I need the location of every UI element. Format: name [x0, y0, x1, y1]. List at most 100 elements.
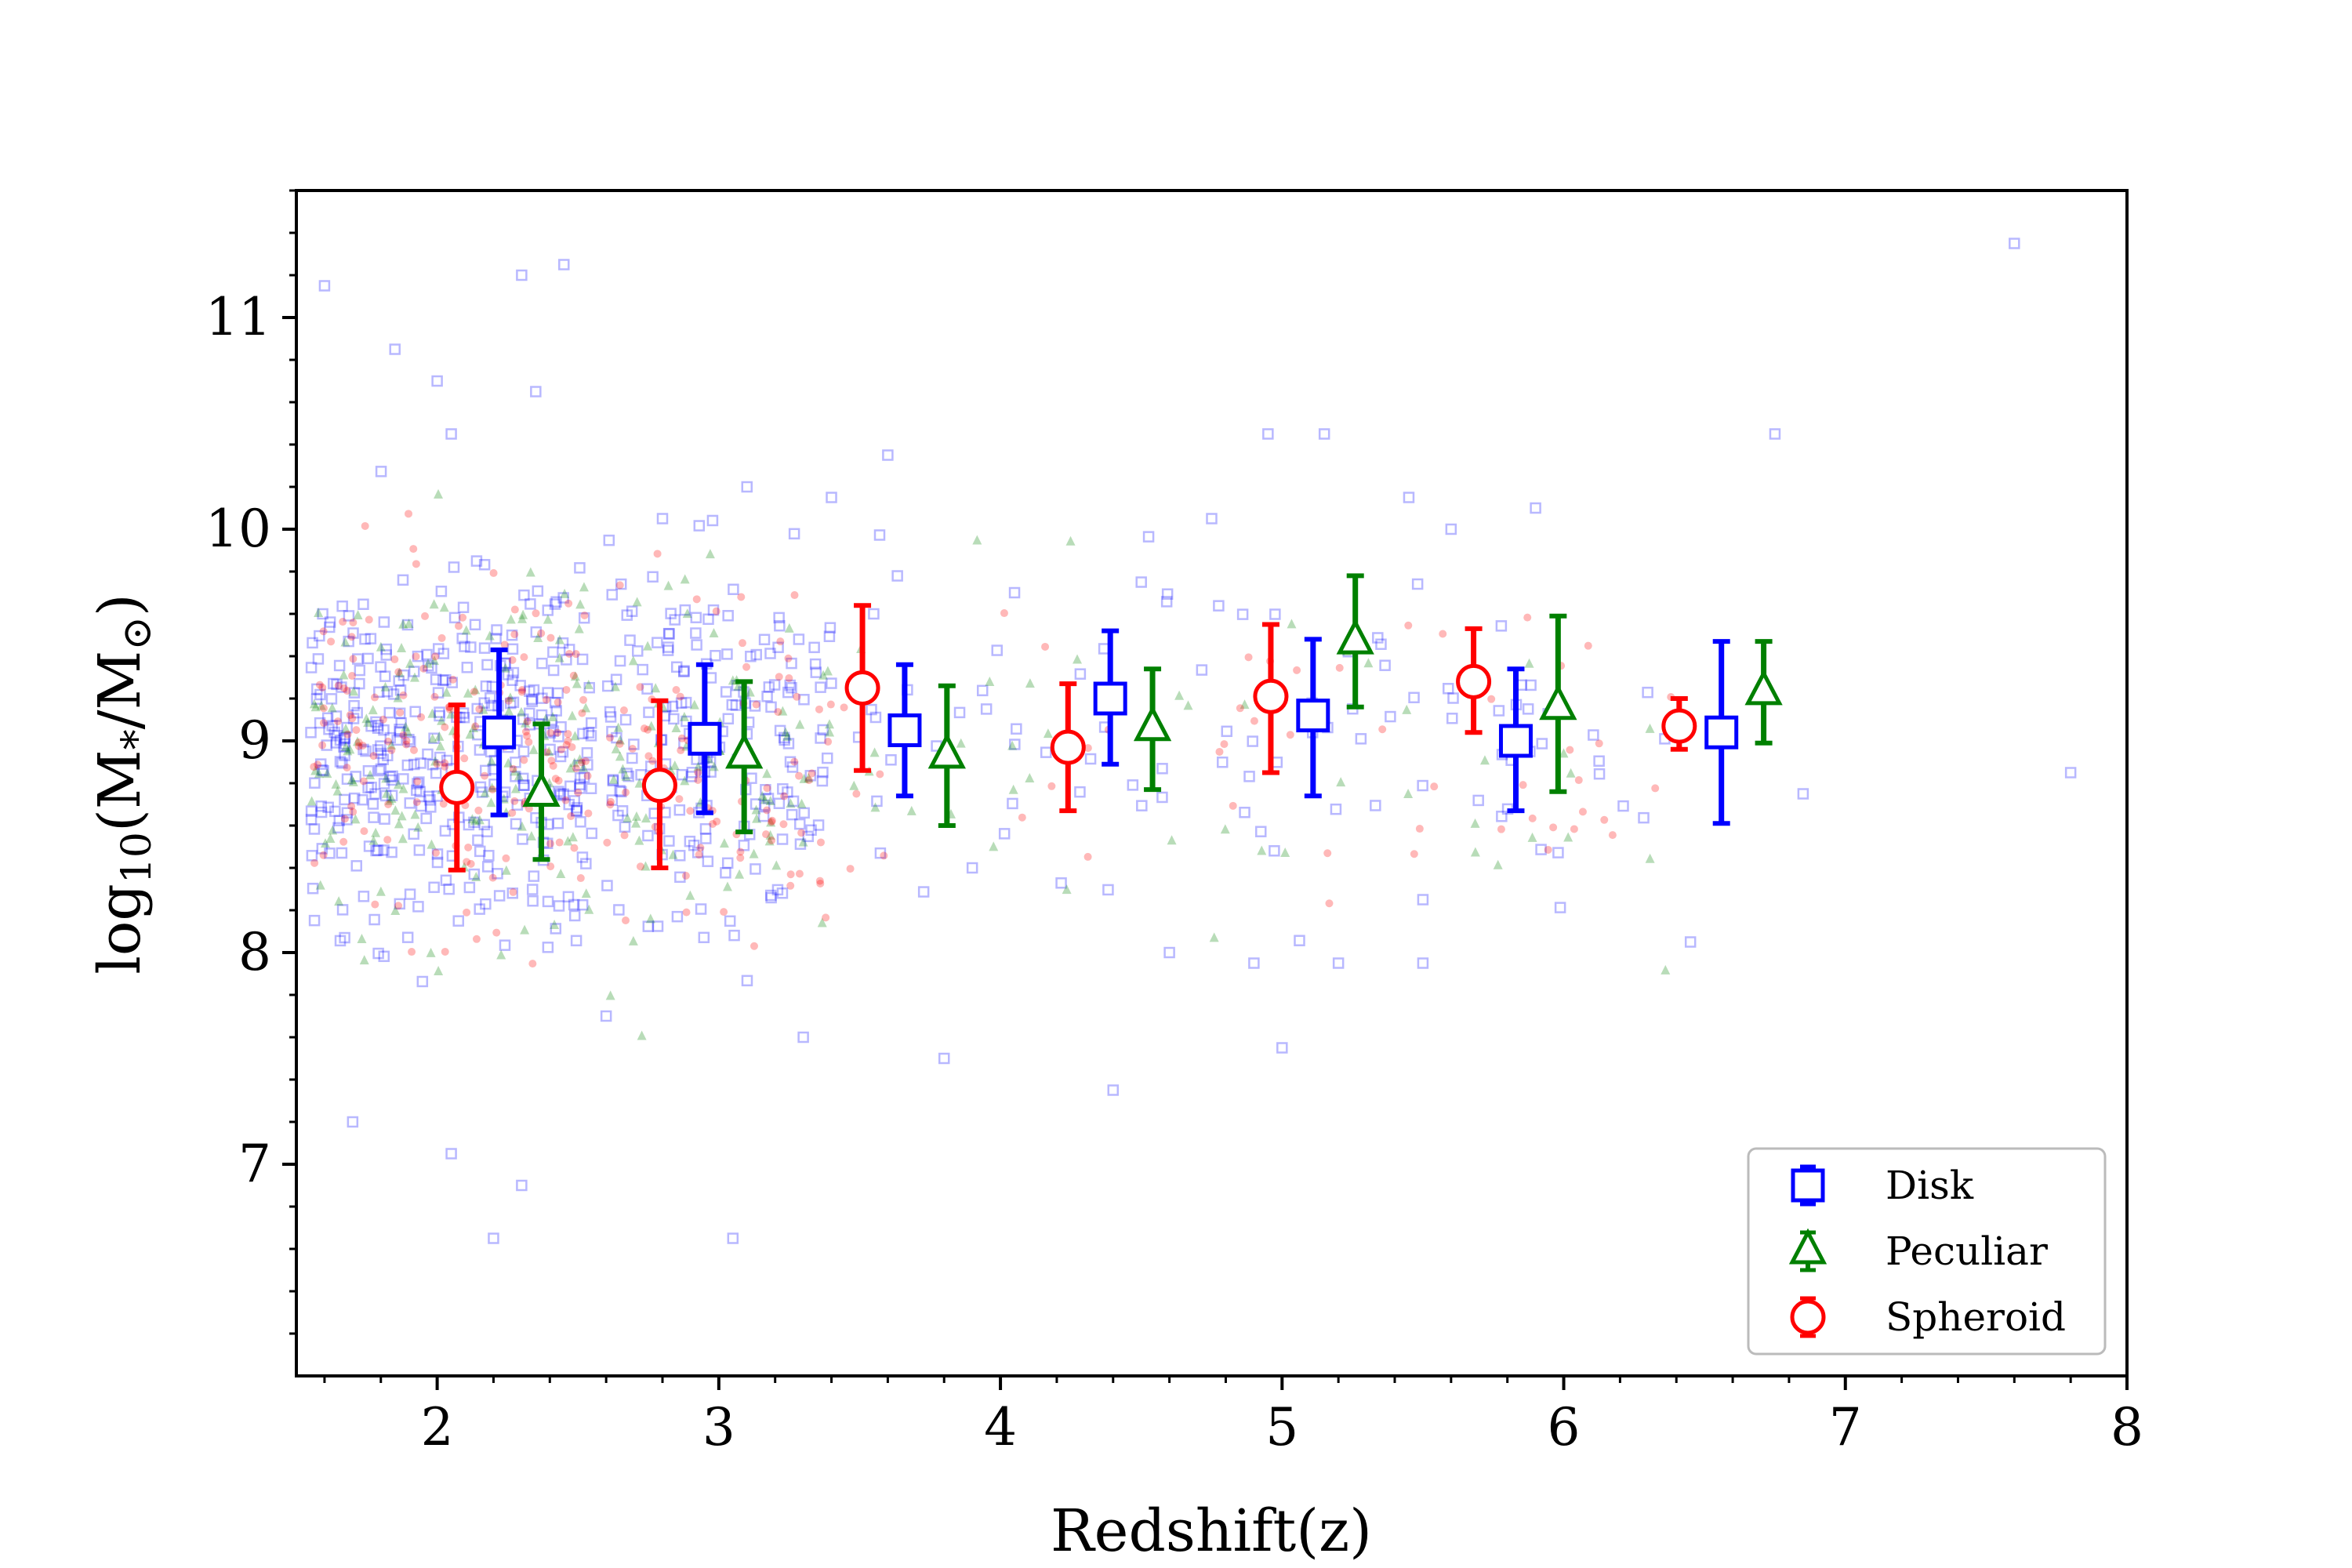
bg-point-disk: [314, 688, 326, 701]
bg-point-spheroid: [1487, 695, 1496, 703]
bg-point-peculiar: [470, 815, 480, 826]
bg-point-peculiar: [1661, 964, 1671, 975]
bg-point-spheroid: [1608, 831, 1617, 840]
bg-point-disk: [976, 684, 989, 697]
bg-point-disk: [1009, 739, 1021, 750]
bg-point-disk: [397, 773, 409, 785]
bg-point-disk: [423, 790, 435, 803]
bg-point-peculiar: [510, 766, 520, 776]
bg-point-disk: [305, 814, 318, 826]
series-spheroid: [439, 603, 1697, 873]
bg-point-disk: [547, 646, 559, 659]
bg-point-peculiar: [398, 783, 408, 793]
bg-point-peculiar: [310, 765, 321, 775]
bg-point-disk: [524, 685, 535, 697]
bg-point-disk: [558, 259, 570, 270]
bg-point-disk: [720, 867, 731, 879]
bg-point-spheroid: [774, 708, 782, 717]
bg-point-spheroid: [1570, 825, 1578, 833]
bg-point-disk: [670, 661, 683, 673]
bg-point-disk: [885, 754, 897, 766]
bg-point-spheroid: [1549, 823, 1558, 832]
bg-point-disk: [491, 624, 503, 636]
bg-point-disk: [542, 942, 554, 953]
bg-point-spheroid: [319, 851, 328, 859]
bg-point-peculiar: [804, 772, 814, 782]
bg-point-disk: [804, 770, 817, 782]
bg-point-peculiar: [1280, 847, 1290, 857]
bg-point-spheroid: [582, 757, 590, 765]
bg-point-disk: [351, 706, 363, 719]
bg-point-spheroid: [523, 717, 532, 726]
bg-point-spheroid: [517, 685, 526, 694]
bg-point-spheroid: [528, 960, 537, 968]
bg-point-disk: [358, 598, 369, 610]
bg-point-peculiar: [409, 672, 419, 682]
bg-point-spheroid: [445, 705, 454, 713]
bg-point-disk: [404, 888, 416, 900]
bg-point-disk: [874, 847, 887, 859]
bg-point-disk: [421, 648, 433, 661]
bg-point-disk: [431, 856, 444, 869]
bg-point-peculiar: [349, 686, 359, 696]
bg-point-disk: [1411, 578, 1424, 590]
bg-point-disk: [434, 751, 446, 764]
bg-point-disk: [316, 843, 328, 855]
bg-point-disk: [611, 731, 622, 744]
bg-point-peculiar: [446, 709, 456, 719]
bg-point-spheroid: [846, 865, 855, 873]
bg-point-spheroid: [677, 746, 685, 755]
bg-point-spheroid: [1047, 782, 1056, 790]
bg-point-disk: [481, 826, 493, 837]
bg-point-disk: [330, 737, 343, 749]
bg-point-peculiar: [1174, 690, 1185, 700]
bg-point-peculiar: [517, 821, 527, 831]
bg-point-disk: [379, 813, 390, 825]
bg-point-spheroid: [576, 874, 585, 883]
bg-point-peculiar: [680, 574, 690, 584]
bg-point-disk: [771, 884, 784, 896]
bg-point-peculiar: [423, 658, 434, 668]
bg-point-peculiar: [1479, 755, 1490, 765]
bg-point-spheroid: [653, 550, 662, 558]
bg-point-disk: [518, 589, 530, 601]
bg-point-disk: [375, 763, 387, 775]
bg-point-spheroid: [682, 908, 691, 916]
bg-point-disk: [614, 785, 626, 797]
bg-point-peculiar: [467, 814, 477, 824]
bg-point-peculiar: [622, 813, 633, 823]
bg-point-spheroid: [352, 726, 361, 735]
bg-point-spheroid: [561, 796, 570, 804]
bg-point-peculiar: [735, 869, 745, 879]
bg-point-disk: [1408, 691, 1420, 704]
bg-point-peculiar: [315, 880, 325, 890]
bg-point-disk: [463, 881, 476, 894]
bg-point-peculiar: [1043, 728, 1053, 739]
peculiar-point: [1539, 684, 1577, 720]
bg-point-disk: [662, 627, 675, 640]
bg-point-peculiar: [752, 813, 762, 823]
bg-point-disk: [626, 605, 638, 617]
bg-point-disk: [336, 904, 349, 916]
bg-point-disk: [891, 570, 903, 582]
bg-point-disk: [530, 386, 542, 397]
bg-point-spheroid: [840, 703, 848, 712]
bg-point-disk: [443, 883, 455, 895]
bg-point-spheroid: [1544, 845, 1552, 854]
bg-point-disk: [432, 687, 445, 699]
legend-peculiar-marker: [1788, 1228, 1828, 1265]
bg-point-disk: [562, 891, 575, 903]
bg-point-spheroid: [448, 675, 457, 684]
bg-point-spheroid: [543, 748, 551, 757]
bg-point-spheroid: [620, 831, 629, 840]
bg-point-disk: [1375, 638, 1387, 650]
bg-point-peculiar: [668, 849, 678, 859]
bg-point-peculiar: [314, 768, 324, 779]
bg-point-disk: [347, 627, 359, 639]
bg-point-disk: [702, 613, 714, 626]
bg-point-disk: [1445, 523, 1457, 535]
bg-point-disk: [549, 598, 561, 610]
bg-point-disk: [322, 801, 334, 814]
bg-point-peculiar: [393, 779, 403, 789]
bg-point-peculiar: [387, 739, 397, 750]
